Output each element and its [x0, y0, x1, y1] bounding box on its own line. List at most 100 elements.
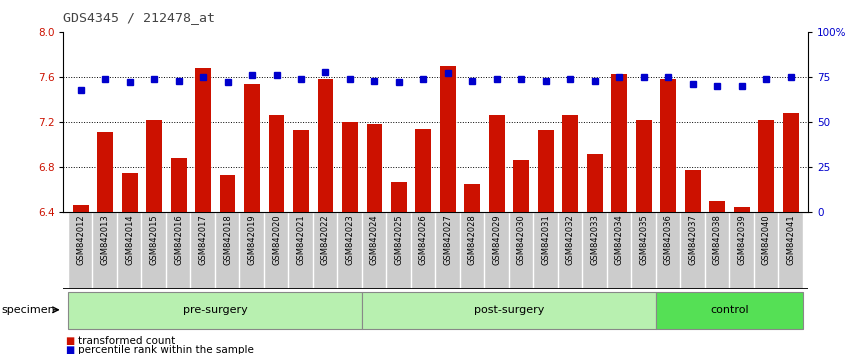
Text: GSM842023: GSM842023: [345, 214, 354, 265]
Text: pre-surgery: pre-surgery: [183, 305, 248, 315]
FancyBboxPatch shape: [167, 212, 190, 289]
FancyBboxPatch shape: [69, 292, 362, 329]
FancyBboxPatch shape: [191, 212, 215, 289]
FancyBboxPatch shape: [706, 212, 729, 289]
FancyBboxPatch shape: [314, 212, 338, 289]
Bar: [464, 184, 481, 212]
Bar: [685, 170, 700, 212]
FancyBboxPatch shape: [607, 212, 631, 289]
Bar: [342, 122, 358, 212]
Bar: [440, 66, 456, 212]
Text: GSM842026: GSM842026: [419, 214, 428, 265]
Text: ■: ■: [65, 336, 74, 346]
FancyBboxPatch shape: [240, 212, 264, 289]
FancyBboxPatch shape: [461, 212, 484, 289]
FancyBboxPatch shape: [362, 292, 656, 329]
Bar: [636, 120, 651, 212]
Bar: [612, 74, 628, 212]
Text: GSM842022: GSM842022: [321, 214, 330, 264]
Text: GSM842019: GSM842019: [248, 214, 256, 264]
Text: GSM842024: GSM842024: [370, 214, 379, 264]
FancyBboxPatch shape: [534, 212, 558, 289]
Text: GSM842036: GSM842036: [664, 214, 673, 265]
FancyBboxPatch shape: [437, 212, 459, 289]
Text: control: control: [711, 305, 749, 315]
Bar: [317, 79, 333, 212]
FancyBboxPatch shape: [681, 212, 705, 289]
FancyBboxPatch shape: [216, 212, 239, 289]
Bar: [195, 68, 211, 212]
Bar: [661, 79, 676, 212]
Text: GSM842039: GSM842039: [738, 214, 746, 265]
Bar: [489, 115, 505, 212]
Text: GSM842032: GSM842032: [566, 214, 575, 265]
Bar: [415, 129, 431, 212]
Text: GSM842034: GSM842034: [615, 214, 624, 265]
FancyBboxPatch shape: [730, 212, 754, 289]
Text: GSM842021: GSM842021: [296, 214, 305, 264]
Text: GSM842030: GSM842030: [517, 214, 526, 265]
Bar: [366, 124, 382, 212]
Text: GSM842041: GSM842041: [786, 214, 795, 264]
FancyBboxPatch shape: [387, 212, 410, 289]
Text: percentile rank within the sample: percentile rank within the sample: [78, 345, 254, 354]
FancyBboxPatch shape: [583, 212, 607, 289]
Text: GSM842038: GSM842038: [713, 214, 722, 265]
Text: GSM842018: GSM842018: [223, 214, 232, 265]
Text: GSM842031: GSM842031: [541, 214, 551, 265]
Text: transformed count: transformed count: [78, 336, 175, 346]
Text: GSM842037: GSM842037: [689, 214, 697, 265]
Bar: [538, 130, 554, 212]
Text: GSM842028: GSM842028: [468, 214, 477, 265]
Bar: [587, 154, 603, 212]
Text: GSM842015: GSM842015: [150, 214, 158, 264]
Bar: [122, 173, 138, 212]
FancyBboxPatch shape: [363, 212, 387, 289]
FancyBboxPatch shape: [656, 292, 803, 329]
FancyBboxPatch shape: [755, 212, 778, 289]
FancyBboxPatch shape: [93, 212, 117, 289]
FancyBboxPatch shape: [265, 212, 288, 289]
Text: GSM842012: GSM842012: [76, 214, 85, 264]
FancyBboxPatch shape: [338, 212, 362, 289]
Bar: [514, 160, 530, 212]
FancyBboxPatch shape: [118, 212, 141, 289]
Text: GSM842040: GSM842040: [761, 214, 771, 264]
Bar: [244, 84, 260, 212]
FancyBboxPatch shape: [485, 212, 508, 289]
Bar: [563, 115, 579, 212]
FancyBboxPatch shape: [632, 212, 656, 289]
Text: ■: ■: [65, 345, 74, 354]
FancyBboxPatch shape: [69, 212, 92, 289]
Text: GSM842017: GSM842017: [199, 214, 207, 265]
Text: post-surgery: post-surgery: [474, 305, 544, 315]
FancyBboxPatch shape: [509, 212, 533, 289]
Bar: [268, 115, 284, 212]
Text: GSM842027: GSM842027: [443, 214, 453, 265]
Bar: [783, 113, 799, 212]
Bar: [709, 201, 725, 212]
Text: GSM842014: GSM842014: [125, 214, 134, 264]
Bar: [220, 175, 235, 212]
Bar: [293, 130, 309, 212]
Text: GSM842029: GSM842029: [492, 214, 502, 264]
Text: GSM842013: GSM842013: [101, 214, 110, 265]
Text: GSM842025: GSM842025: [394, 214, 404, 264]
Bar: [391, 182, 407, 212]
Text: specimen: specimen: [2, 305, 56, 315]
Bar: [758, 120, 774, 212]
Bar: [97, 132, 113, 212]
FancyBboxPatch shape: [656, 212, 680, 289]
FancyBboxPatch shape: [779, 212, 803, 289]
Text: GSM842033: GSM842033: [591, 214, 599, 265]
Bar: [733, 207, 750, 212]
FancyBboxPatch shape: [558, 212, 582, 289]
Text: GSM842035: GSM842035: [640, 214, 648, 265]
FancyBboxPatch shape: [289, 212, 313, 289]
Bar: [73, 205, 89, 212]
FancyBboxPatch shape: [142, 212, 166, 289]
Bar: [146, 120, 162, 212]
Bar: [171, 158, 186, 212]
Text: GSM842016: GSM842016: [174, 214, 183, 265]
Text: GDS4345 / 212478_at: GDS4345 / 212478_at: [63, 11, 216, 24]
